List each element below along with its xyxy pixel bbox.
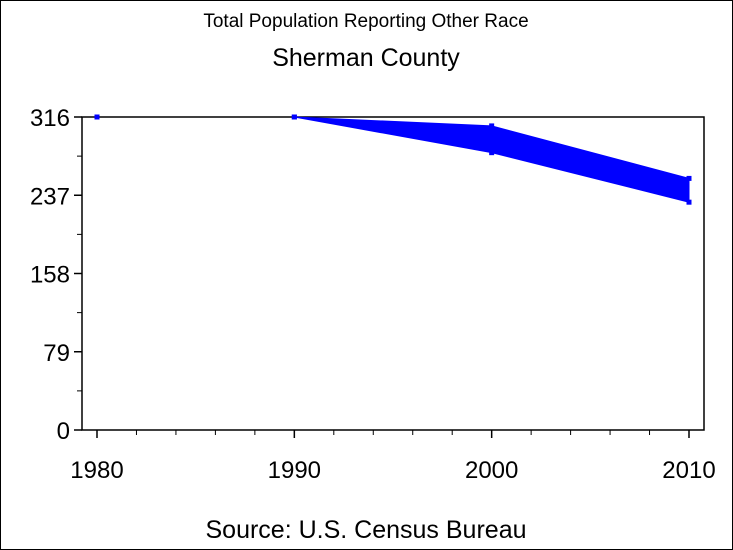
lower-series-point: [291, 114, 297, 120]
y-tick-label: 316: [30, 105, 70, 132]
y-tick-label: 237: [30, 183, 70, 210]
chart-title: Total Population Reporting Other Race: [203, 11, 528, 32]
range-band: [294, 116, 690, 203]
x-tick-label: 1980: [70, 457, 123, 484]
x-tick-label: 2000: [465, 457, 518, 484]
upper-series-point: [489, 123, 495, 129]
upper-series-point: [686, 175, 692, 181]
y-tick-label: 79: [43, 340, 70, 367]
lower-series-point: [489, 150, 495, 156]
x-tick-label: 2010: [662, 457, 715, 484]
chart-footnote: Source: U.S. Census Bureau: [206, 516, 527, 544]
x-tick-label: 1990: [268, 457, 321, 484]
chart-subtitle: Sherman County: [272, 44, 460, 72]
y-tick-label: 158: [30, 262, 70, 289]
y-tick-label: 0: [57, 418, 70, 445]
lower-series-point: [686, 199, 692, 205]
lower-series-point: [94, 114, 100, 120]
